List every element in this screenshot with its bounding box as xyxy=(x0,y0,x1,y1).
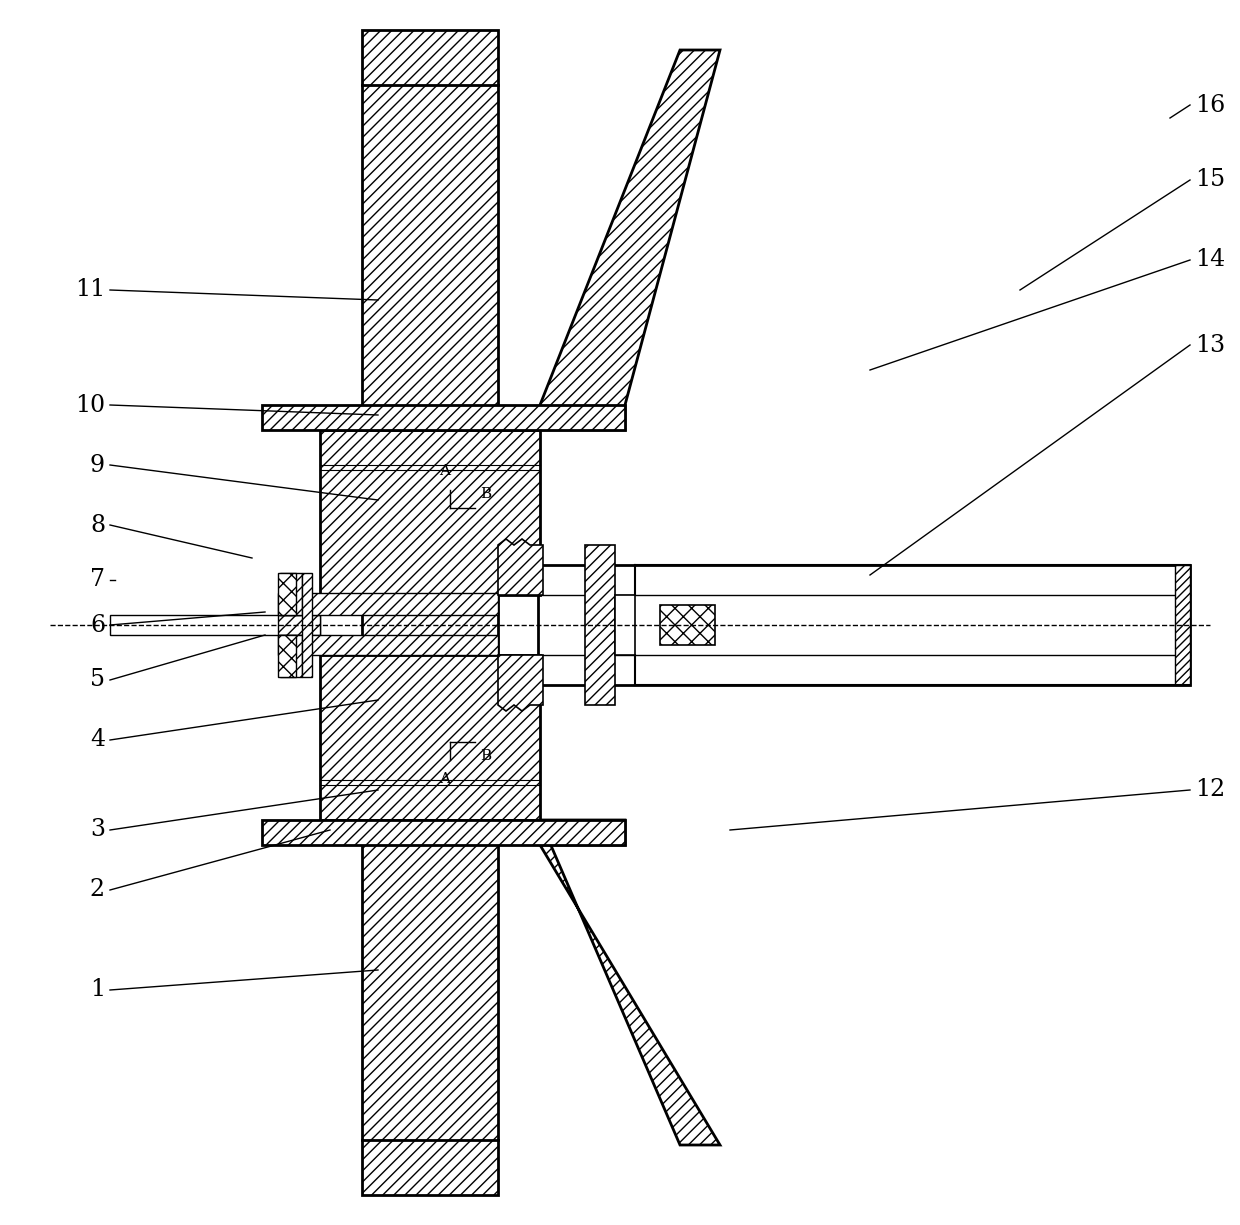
Text: 7: 7 xyxy=(91,568,105,592)
Polygon shape xyxy=(362,29,498,1196)
Polygon shape xyxy=(539,820,720,1145)
Polygon shape xyxy=(615,595,635,655)
Text: 3: 3 xyxy=(91,818,105,842)
Polygon shape xyxy=(278,573,296,615)
Polygon shape xyxy=(110,615,320,635)
Polygon shape xyxy=(278,635,498,655)
Text: B: B xyxy=(480,748,491,763)
Text: 15: 15 xyxy=(1195,169,1225,191)
Polygon shape xyxy=(320,430,539,595)
Polygon shape xyxy=(278,635,296,677)
Polygon shape xyxy=(278,593,498,615)
Text: 12: 12 xyxy=(1195,779,1225,801)
Polygon shape xyxy=(538,565,1190,685)
Text: 16: 16 xyxy=(1195,93,1225,116)
Text: 2: 2 xyxy=(89,878,105,902)
Polygon shape xyxy=(498,655,543,710)
Text: A: A xyxy=(439,772,450,786)
Text: 9: 9 xyxy=(89,453,105,477)
Text: 6: 6 xyxy=(89,614,105,637)
Text: 1: 1 xyxy=(89,979,105,1002)
Text: 8: 8 xyxy=(89,513,105,537)
Polygon shape xyxy=(585,545,615,706)
Text: B: B xyxy=(480,488,491,501)
Text: 14: 14 xyxy=(1195,249,1225,272)
Text: 13: 13 xyxy=(1195,333,1225,356)
Polygon shape xyxy=(320,655,539,820)
Polygon shape xyxy=(660,605,715,646)
Polygon shape xyxy=(539,50,720,430)
Text: 4: 4 xyxy=(89,729,105,751)
Polygon shape xyxy=(280,573,303,615)
Text: 11: 11 xyxy=(74,278,105,301)
Polygon shape xyxy=(262,405,625,430)
Text: 10: 10 xyxy=(74,393,105,417)
Polygon shape xyxy=(498,539,543,595)
Text: 5: 5 xyxy=(91,669,105,691)
Polygon shape xyxy=(278,615,320,635)
Polygon shape xyxy=(262,820,625,845)
Text: A: A xyxy=(439,464,450,478)
Polygon shape xyxy=(280,635,303,677)
Polygon shape xyxy=(1176,565,1190,685)
Polygon shape xyxy=(303,573,312,677)
